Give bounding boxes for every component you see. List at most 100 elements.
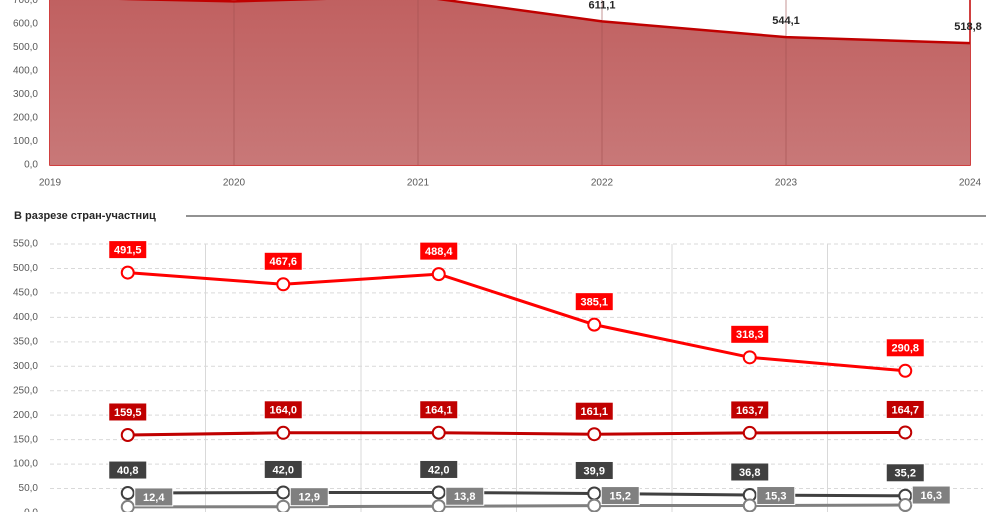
point <box>431 485 446 500</box>
area <box>50 0 970 165</box>
label-box <box>574 292 614 312</box>
section-title: В разрезе стран-участниц <box>14 210 156 222</box>
point <box>120 265 135 280</box>
label-box <box>730 324 770 344</box>
area-line <box>118 0 971 45</box>
y-tick-label: 200,0 <box>13 113 38 124</box>
value-label: 40,8 <box>117 465 138 477</box>
y-tick-label: 400,0 <box>13 312 38 323</box>
value-label: 491,5 <box>114 245 142 257</box>
label-box <box>885 399 925 419</box>
value-label: 164,7 <box>891 404 919 416</box>
value-label: 164,1 <box>425 405 453 417</box>
point <box>742 498 757 512</box>
point <box>587 486 602 501</box>
label-box <box>730 462 770 482</box>
y-tick-label: 550,0 <box>13 239 38 250</box>
label-box <box>263 459 303 479</box>
label-box <box>574 460 614 480</box>
label-box <box>419 459 459 479</box>
y-tick-label: 200,0 <box>13 410 38 421</box>
label-box <box>600 486 640 506</box>
point <box>898 425 913 440</box>
y-tick-label: 250,0 <box>13 385 38 396</box>
label-box <box>134 487 174 507</box>
value-label: 15,2 <box>610 490 631 502</box>
value-label: 163,7 <box>736 405 764 417</box>
y-tick-label: 100,0 <box>13 459 38 470</box>
value-label: 42,0 <box>273 464 294 476</box>
value-label: 15,3 <box>765 490 786 502</box>
y-tick-label: 300,0 <box>13 361 38 372</box>
value-label: 611,1 <box>589 0 616 11</box>
point <box>898 498 913 512</box>
point <box>587 317 602 332</box>
point <box>276 499 291 512</box>
series-line <box>127 430 906 437</box>
point <box>120 499 135 512</box>
value-label: 42,0 <box>428 464 449 476</box>
value-label: 385,1 <box>580 297 608 309</box>
value-label: 12,9 <box>299 492 320 504</box>
label-box <box>108 460 148 480</box>
value-label: 16,3 <box>921 490 942 502</box>
label-box <box>419 241 459 261</box>
value-label: 13,8 <box>454 491 475 503</box>
x-tick-label: 2023 <box>775 178 798 189</box>
label-box <box>885 338 925 358</box>
value-label: 467,6 <box>269 256 297 268</box>
point <box>742 350 757 365</box>
value-label: 39,9 <box>584 465 605 477</box>
point <box>276 425 291 440</box>
label-box <box>108 240 148 260</box>
label-box <box>574 401 614 421</box>
y-tick-label: 300,0 <box>13 89 38 100</box>
label-box <box>419 400 459 420</box>
point <box>742 425 757 440</box>
y-tick-label: 400,0 <box>13 66 38 77</box>
y-tick-label: 500,0 <box>13 42 38 53</box>
y-tick-label: 50,0 <box>19 483 39 494</box>
x-tick-label: 2019 <box>39 178 62 189</box>
series-line <box>127 271 906 373</box>
point <box>276 277 291 292</box>
x-tick-label: 2021 <box>407 178 430 189</box>
point <box>587 427 602 442</box>
y-tick-label: 450,0 <box>13 288 38 299</box>
point <box>276 485 291 500</box>
value-label: 290,8 <box>891 343 919 355</box>
y-tick-label: 0,0 <box>24 160 38 171</box>
y-tick-label: 700,0 <box>13 0 38 6</box>
x-tick-label: 2022 <box>591 178 614 189</box>
value-label: 35,2 <box>895 468 916 480</box>
label-box <box>756 486 796 506</box>
point <box>120 427 135 442</box>
label-box <box>263 251 303 271</box>
y-tick-label: 0,0 <box>24 508 38 512</box>
label-box <box>885 463 925 483</box>
value-label: 488,4 <box>425 246 453 258</box>
point <box>587 498 602 512</box>
value-label: 159,5 <box>114 407 142 419</box>
y-tick-label: 100,0 <box>13 136 38 147</box>
value-label: 161,1 <box>580 406 608 418</box>
value-label: 544,1 <box>772 15 800 27</box>
label-box <box>108 402 148 422</box>
point <box>431 499 446 512</box>
x-tick-label: 2020 <box>223 178 246 189</box>
y-tick-label: 350,0 <box>13 336 38 347</box>
point <box>898 363 913 378</box>
value-label: 36,8 <box>739 467 760 479</box>
y-tick-label: 600,0 <box>13 19 38 30</box>
label-box <box>263 400 303 420</box>
point <box>120 486 135 501</box>
label-box <box>445 486 485 506</box>
series-line <box>127 503 906 509</box>
point <box>431 425 446 440</box>
y-tick-label: 500,0 <box>13 263 38 274</box>
value-label: 518,8 <box>954 21 982 33</box>
label-box <box>911 485 951 505</box>
label-box <box>289 487 329 507</box>
